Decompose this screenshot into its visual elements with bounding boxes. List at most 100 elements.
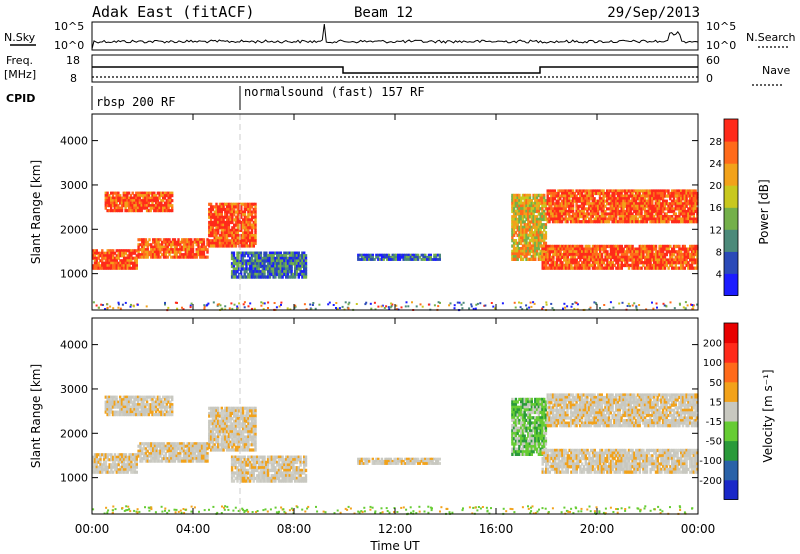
echo-cell — [208, 207, 211, 212]
echo-cell — [433, 304, 436, 307]
echo-cell — [523, 233, 526, 237]
echo-cell — [117, 199, 120, 203]
echo-cell — [649, 266, 652, 270]
echo-cell — [157, 449, 160, 453]
echo-cell — [130, 468, 133, 472]
echo-cell — [656, 204, 659, 208]
echo-cell — [645, 204, 649, 208]
echo-cell — [532, 223, 535, 227]
echo-cell — [557, 215, 560, 219]
echo-cell — [654, 258, 658, 262]
echo-cell — [541, 201, 544, 206]
echo-cell — [259, 259, 263, 263]
echo-cell — [571, 204, 575, 208]
echo-cell — [122, 256, 126, 260]
echo-cell — [225, 409, 229, 413]
echo-cell — [514, 223, 518, 227]
echo-cell — [209, 218, 213, 222]
echo-cell — [160, 206, 163, 210]
echo-cell — [211, 445, 215, 449]
echo-cell — [638, 258, 641, 262]
echo-cell — [211, 417, 215, 421]
echo-cell — [162, 238, 166, 242]
echo-cell — [209, 435, 213, 439]
echo-cell — [266, 267, 270, 271]
echo-cell — [625, 194, 629, 198]
echo-cell — [622, 217, 625, 221]
echo-cell — [132, 453, 135, 457]
echo-cell — [243, 207, 247, 212]
echo-cell — [642, 204, 645, 208]
echo-cell — [248, 259, 252, 263]
echo-cell — [358, 253, 362, 257]
echo-cell — [197, 248, 200, 252]
echo-cell — [588, 252, 591, 257]
echo-cell — [184, 255, 187, 259]
echo-cell — [552, 258, 555, 262]
echo-cell — [150, 459, 153, 463]
echo-cell — [575, 263, 578, 268]
echo-cell — [545, 258, 548, 262]
echo-cell — [126, 455, 129, 459]
echo-cell — [550, 217, 553, 221]
echo-cell — [240, 424, 243, 429]
echo-cell — [541, 236, 544, 240]
echo-cell — [238, 414, 241, 418]
echo-cell — [93, 266, 97, 270]
echo-cell — [229, 414, 232, 418]
echo-cell — [126, 201, 129, 205]
echo-cell — [288, 267, 291, 271]
echo-cell — [243, 218, 247, 222]
echo-cell — [292, 256, 295, 261]
echo-cell — [613, 215, 616, 219]
echo-cell — [595, 217, 598, 221]
echo-cell — [607, 217, 611, 221]
echo-cell — [247, 432, 250, 436]
echo-cell — [126, 204, 129, 208]
echo-cell — [127, 206, 131, 210]
echo-cell — [543, 244, 546, 248]
echo-cell — [95, 304, 98, 307]
echo-cell — [137, 452, 140, 456]
echo-cell — [262, 302, 264, 305]
echo-cell — [460, 303, 463, 306]
echo-cell — [631, 207, 634, 211]
echo-cell — [685, 250, 688, 254]
echo-cell — [148, 459, 151, 463]
echo-cell — [518, 215, 521, 219]
echo-cell — [164, 243, 167, 247]
echo-cell — [241, 264, 245, 269]
echo-cell — [102, 455, 106, 459]
echo-cell — [525, 231, 528, 235]
echo-cell — [166, 245, 169, 249]
echo-cell — [537, 225, 541, 229]
echo-cell — [564, 266, 568, 270]
echo-cell — [130, 259, 133, 263]
echo-cell — [534, 249, 537, 253]
echo-cell — [153, 238, 157, 242]
echo-cell — [309, 303, 312, 306]
echo-cell — [292, 254, 295, 258]
echo-cell — [137, 248, 140, 252]
echo-cell — [573, 215, 576, 219]
echo-cell — [624, 263, 627, 268]
echo-cell — [626, 247, 629, 251]
echo-cell — [530, 199, 533, 203]
echo-band-7 — [541, 244, 699, 270]
echo-cell — [618, 199, 621, 203]
echo-cell — [613, 263, 616, 268]
echo-cell — [243, 262, 246, 266]
echo-cell — [247, 424, 250, 429]
echo-cell — [99, 254, 102, 258]
echo-cell — [203, 304, 206, 307]
echo-cell — [175, 245, 178, 249]
echo-cell — [665, 250, 668, 254]
echo-cell — [625, 217, 629, 221]
echo-cell — [117, 455, 120, 459]
echo-cell — [171, 452, 175, 456]
echo-cell — [629, 263, 632, 268]
echo-cell — [635, 266, 638, 270]
echo-cell — [233, 231, 236, 235]
echo-cell — [541, 239, 544, 243]
echo-cell — [108, 204, 111, 208]
